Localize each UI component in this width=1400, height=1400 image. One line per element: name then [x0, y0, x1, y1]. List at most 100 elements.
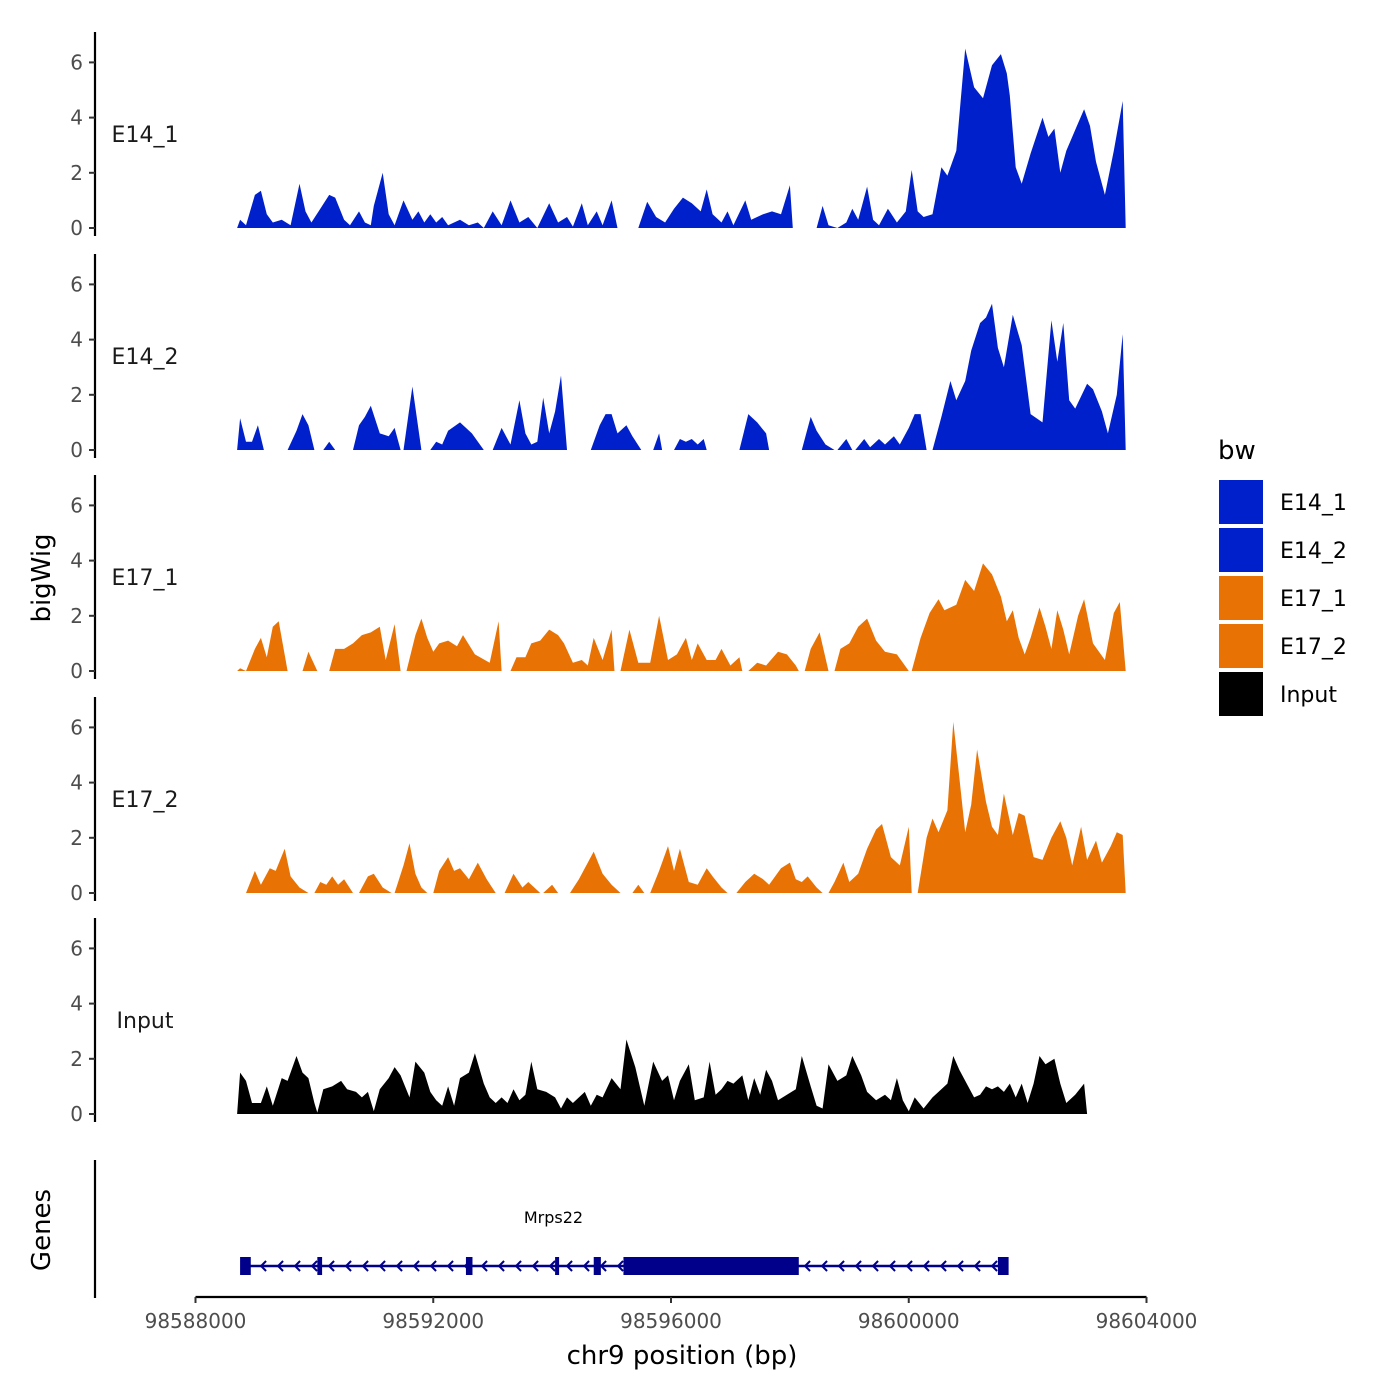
area-segment-e17-2: [632, 884, 645, 893]
area-segment-e17-2: [650, 846, 728, 893]
track-label: E14_2: [112, 345, 179, 370]
legend-swatch: [1219, 672, 1263, 716]
y-tick-label: 0: [70, 659, 83, 683]
track-input: 0 2 4 6 Input: [70, 918, 1126, 1126]
strand-arrow: [446, 1260, 454, 1272]
area-segment-e17-1: [510, 629, 615, 671]
area-segment-e14-2: [674, 439, 707, 450]
strand-arrow: [956, 1260, 964, 1272]
strand-arrow: [293, 1260, 301, 1272]
area-segment-e17-2: [314, 876, 353, 893]
track-label: Input: [117, 1009, 174, 1034]
y-tick-label: 2: [70, 826, 83, 850]
strand-arrow: [514, 1260, 522, 1272]
legend-label: E17_2: [1280, 635, 1347, 660]
y-tick-label: 2: [70, 1047, 83, 1071]
area-segment-e17-2: [433, 857, 496, 893]
area-segment-e14-2: [492, 375, 567, 450]
area-segment-e14-2: [353, 405, 401, 450]
area-segment-e17-1: [911, 563, 1126, 671]
area-segment-e17-1: [406, 618, 502, 671]
strand-arrow: [395, 1260, 403, 1272]
strand-arrow: [616, 1260, 624, 1272]
strand-arrow: [888, 1260, 896, 1272]
y-tick-label: 4: [70, 992, 83, 1016]
strand-arrow: [378, 1260, 386, 1272]
area-segment-e14-2: [430, 422, 484, 450]
strand-arrow: [548, 1260, 556, 1272]
area-segment-e14-1: [816, 48, 1126, 228]
area-segment-e14-2: [323, 441, 336, 450]
area-segment-e14-2: [932, 303, 1126, 450]
area-segment-e17-2: [246, 848, 309, 893]
area-segment-e14-2: [801, 416, 835, 450]
strand-arrow: [905, 1260, 913, 1272]
area-segment-e17-1: [329, 624, 401, 671]
gene-coding-block: [629, 1257, 796, 1275]
area-segment-e14-1: [638, 185, 793, 228]
legend-label: E17_1: [1280, 587, 1347, 612]
area-segment-e14-2: [403, 386, 422, 450]
area-segment-e17-1: [237, 621, 288, 671]
area-segment-e17-2: [917, 721, 1126, 893]
strand-arrow: [412, 1260, 420, 1272]
y-tick-label: 4: [70, 328, 83, 352]
y-tick-label: 0: [70, 1102, 83, 1126]
area-segment-e17-1: [834, 618, 909, 671]
x-tick-label: 98596000: [620, 1309, 722, 1333]
strand-arrow: [361, 1260, 369, 1272]
area-segment-e14-2: [287, 414, 315, 450]
gene-exon: [997, 1257, 1009, 1275]
area-segment-e17-1: [804, 632, 829, 671]
strand-arrow: [990, 1260, 998, 1272]
legend-label: E14_1: [1280, 491, 1347, 516]
track-e17-1: 0 2 4 6 E17_1: [70, 475, 1126, 683]
track-label: E17_2: [112, 788, 179, 813]
strand-arrow: [803, 1260, 811, 1272]
gene-panel: Mrps22: [93, 1160, 1009, 1298]
y-tick-label: 0: [70, 438, 83, 462]
gene-name-label: Mrps22: [524, 1208, 583, 1227]
legend-label: E14_2: [1280, 539, 1347, 564]
y-tick-label: 0: [70, 216, 83, 240]
area-segment-e17-2: [543, 884, 559, 893]
legend-swatch: [1219, 480, 1263, 524]
gene-exon: [317, 1257, 323, 1275]
area-segment-e17-2: [359, 873, 392, 893]
track-label: E14_1: [112, 123, 179, 148]
x-tick-label: 98588000: [145, 1309, 247, 1333]
legend-swatch: [1219, 528, 1263, 572]
area-segment-e17-2: [570, 851, 621, 893]
y-tick-label: 4: [70, 549, 83, 573]
area-segment-e14-2: [837, 439, 853, 450]
strand-arrow: [922, 1260, 930, 1272]
strand-arrow: [939, 1260, 947, 1272]
y-tick-label: 4: [70, 106, 83, 130]
y-tick-label: 6: [70, 272, 83, 296]
strand-arrow: [276, 1260, 284, 1272]
area-segment-e17-2: [828, 824, 912, 893]
area-segment-e14-2: [653, 433, 663, 450]
strand-arrow: [429, 1260, 437, 1272]
strand-arrow: [565, 1260, 573, 1272]
y-tick-label: 2: [70, 161, 83, 185]
track-e14-1: 0 2 4 6 E14_1: [70, 32, 1126, 240]
y-tick-label: 6: [70, 715, 83, 739]
area-segment-e17-1: [748, 651, 799, 671]
strand-arrow: [497, 1260, 505, 1272]
strand-arrow: [259, 1260, 267, 1272]
x-tick-label: 98592000: [382, 1309, 484, 1333]
y-tick-label: 2: [70, 383, 83, 407]
tracks: 0 2 4 6 E14_1 0 2 4 6 E14_2 0 2 4 6 E17_1 0 2 4 6 E17_2 0 2 4 6…: [70, 32, 1126, 1126]
x-tick-label: 98604000: [1096, 1309, 1198, 1333]
strand-arrow: [310, 1260, 318, 1272]
y-tick-label: 4: [70, 771, 83, 795]
legend-swatch: [1219, 576, 1263, 620]
area-segment-e14-2: [855, 414, 927, 450]
area-segment-e14-1: [237, 172, 618, 228]
legend: bw E14_1 E14_2 E17_1 E17_2 Input: [1218, 436, 1347, 716]
strand-arrow: [327, 1260, 335, 1272]
gene-exon: [593, 1257, 601, 1275]
area-segment-input: [237, 1039, 1126, 1114]
